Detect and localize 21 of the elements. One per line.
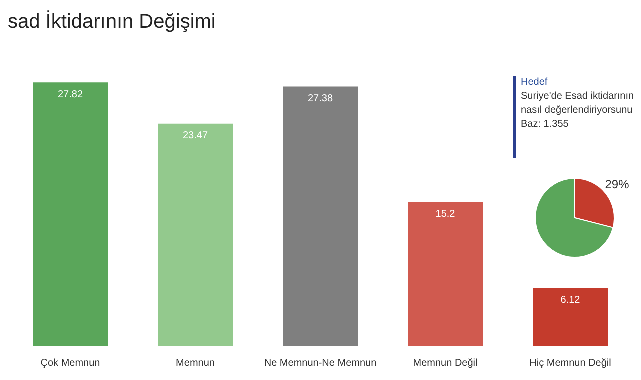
data-label: 27.82 [58, 89, 84, 100]
x-tick-label: Hiç Memnun Değil [530, 358, 612, 369]
data-label: 29% [605, 178, 630, 192]
x-tick-label: Memnun [176, 358, 215, 369]
bar [158, 124, 233, 346]
chart-title: sad İktidarının Değişimi [8, 10, 217, 35]
x-tick-label: Çok Memnun [40, 358, 100, 369]
annotation: Hedef [521, 76, 549, 90]
x-tick-label: Ne Memnun-Ne Memnun [264, 358, 377, 369]
data-label: 6.12 [560, 294, 581, 306]
annotation: Baz: 1.355 [521, 118, 570, 132]
x-tick-label: Memnun Değil [413, 358, 478, 369]
bar [33, 82, 108, 346]
data-label: 23.47 [182, 130, 208, 142]
annotation: Suriye'de Esad iktidarının [521, 90, 636, 104]
bar [533, 288, 608, 346]
data-label: 27.38 [308, 94, 334, 105]
annotation: nasıl değerlendiriyorsunu [521, 104, 634, 118]
data-label: 15.2 [436, 208, 456, 220]
bar [283, 86, 358, 346]
bar [408, 202, 483, 346]
